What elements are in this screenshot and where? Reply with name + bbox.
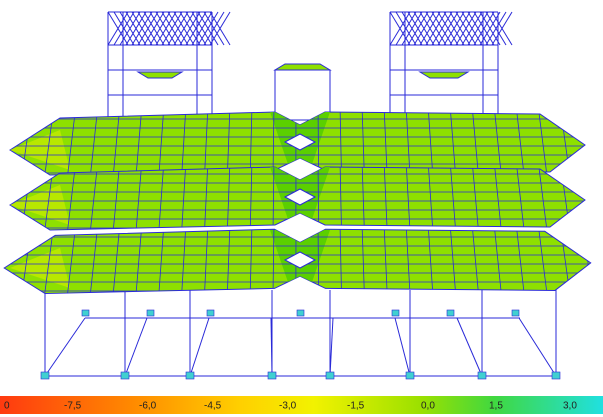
support <box>512 310 519 316</box>
support <box>121 372 129 379</box>
structure <box>0 12 603 379</box>
base-beam <box>190 318 209 376</box>
grid-line <box>0 223 10 298</box>
legend-label: 1,5 <box>489 401 503 412</box>
core-top <box>275 64 330 70</box>
support <box>447 310 454 316</box>
legend-label: 0,0 <box>421 401 435 412</box>
base-beam <box>45 318 85 376</box>
model-view: 0 -7,5 -6,0 -4,5 -3,0 -1,5 0,0 1,5 3,0 <box>0 0 603 417</box>
base-beam <box>125 318 147 376</box>
support <box>82 310 89 316</box>
core <box>275 70 330 120</box>
legend-label: 0 <box>4 401 10 412</box>
legend-label: -1,5 <box>347 401 365 412</box>
roof-slab <box>420 72 468 78</box>
legend-label: -3,0 <box>279 401 297 412</box>
grid-line <box>582 160 593 235</box>
support <box>207 310 214 316</box>
support <box>406 372 414 379</box>
support <box>41 372 49 379</box>
legend-label: -4,5 <box>204 401 222 412</box>
grid-line <box>0 105 10 180</box>
support <box>268 372 276 379</box>
grid-line <box>582 105 593 180</box>
grid-line <box>0 160 10 235</box>
support <box>478 372 486 379</box>
support <box>297 310 304 316</box>
legend-label: -7,5 <box>64 401 82 412</box>
support <box>326 372 334 379</box>
support <box>552 372 560 379</box>
base-beam <box>457 318 482 376</box>
support <box>392 310 399 316</box>
support <box>147 310 154 316</box>
legend-label: -6,0 <box>139 401 157 412</box>
base-beam <box>395 318 410 376</box>
legend-label: 3,0 <box>563 401 577 412</box>
roof-slab <box>138 72 182 78</box>
support <box>186 372 194 379</box>
legend-bar <box>0 396 603 414</box>
base-beam <box>519 318 556 376</box>
